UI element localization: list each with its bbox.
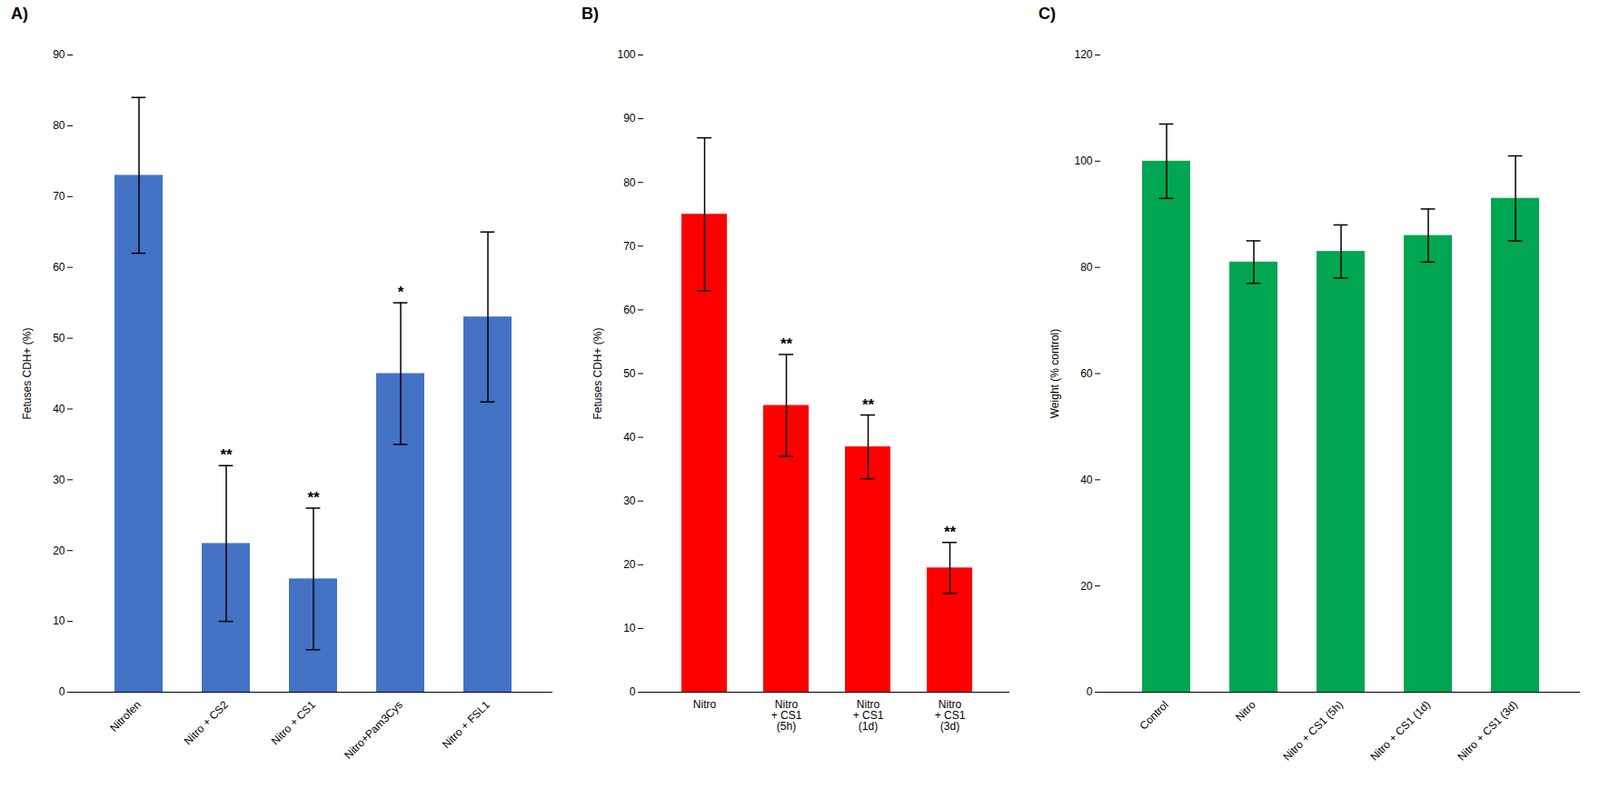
svg-text:0: 0 xyxy=(629,685,637,698)
svg-text:40: 40 xyxy=(623,430,637,444)
svg-text:100: 100 xyxy=(1073,154,1093,168)
svg-text:60: 60 xyxy=(1080,367,1094,380)
svg-text:60: 60 xyxy=(623,303,637,317)
svg-text:0: 0 xyxy=(59,685,66,698)
svg-text:120: 120 xyxy=(1073,48,1093,61)
svg-text:**: ** xyxy=(862,396,875,414)
svg-text:Nitro+ CS1(1d): Nitro+ CS1(1d) xyxy=(853,697,885,733)
svg-text:Fetuses CDH+ (%): Fetuses CDH+ (%) xyxy=(591,327,605,419)
svg-text:0: 0 xyxy=(1086,685,1094,698)
svg-text:**: ** xyxy=(780,335,794,353)
svg-text:70: 70 xyxy=(52,189,66,203)
svg-text:Nitro+ CS1(3d): Nitro+ CS1(3d) xyxy=(934,697,966,733)
svg-text:Nitro + CS1 (1d): Nitro + CS1 (1d) xyxy=(1367,697,1432,763)
svg-text:Nitro + CS2: Nitro + CS2 xyxy=(181,697,231,747)
svg-text:100: 100 xyxy=(616,48,636,61)
svg-text:Nitro: Nitro xyxy=(693,697,717,711)
svg-text:Nitro+Pam3Cys: Nitro+Pam3Cys xyxy=(341,697,406,762)
svg-text:90: 90 xyxy=(623,111,637,125)
svg-text:30: 30 xyxy=(623,494,637,507)
svg-text:90: 90 xyxy=(52,48,66,61)
svg-text:**: ** xyxy=(944,523,957,541)
svg-text:80: 80 xyxy=(52,119,66,132)
svg-text:40: 40 xyxy=(1080,473,1094,487)
svg-text:40: 40 xyxy=(52,402,66,416)
svg-text:Nitrofen: Nitrofen xyxy=(107,697,144,735)
svg-text:Nitro + CS1: Nitro + CS1 xyxy=(268,697,319,747)
svg-text:50: 50 xyxy=(52,331,66,345)
svg-text:Weight (% control): Weight (% control) xyxy=(1048,328,1062,418)
svg-text:20: 20 xyxy=(52,544,66,557)
svg-text:*: * xyxy=(397,283,405,301)
svg-text:80: 80 xyxy=(1080,260,1094,274)
svg-text:Nitro + CS1 (3d): Nitro + CS1 (3d) xyxy=(1454,697,1520,763)
svg-text:Nitro + CS1 (5h): Nitro + CS1 (5h) xyxy=(1280,697,1345,763)
svg-text:Nitro + FSL1: Nitro + FSL1 xyxy=(439,697,493,751)
svg-text:**: ** xyxy=(307,488,320,507)
svg-text:50: 50 xyxy=(623,367,637,380)
svg-text:20: 20 xyxy=(623,557,637,571)
svg-text:Control: Control xyxy=(1137,697,1172,732)
svg-text:10: 10 xyxy=(623,621,637,635)
svg-text:60: 60 xyxy=(52,260,66,274)
svg-text:80: 80 xyxy=(623,176,637,189)
svg-text:Nitro: Nitro xyxy=(1232,697,1259,724)
svg-text:Fetuses CDH+ (%): Fetuses CDH+ (%) xyxy=(20,327,34,419)
html-text:A): A) xyxy=(10,4,29,23)
svg-text:**: ** xyxy=(219,446,233,464)
svg-text:70: 70 xyxy=(623,239,637,253)
svg-text:30: 30 xyxy=(52,473,66,487)
svg-text:20: 20 xyxy=(1080,579,1094,593)
svg-text:10: 10 xyxy=(52,614,66,627)
html-text:C): C) xyxy=(1038,4,1056,23)
html-text:B): B) xyxy=(581,4,599,23)
svg-text:Nitro+ CS1(5h): Nitro+ CS1(5h) xyxy=(771,697,803,733)
